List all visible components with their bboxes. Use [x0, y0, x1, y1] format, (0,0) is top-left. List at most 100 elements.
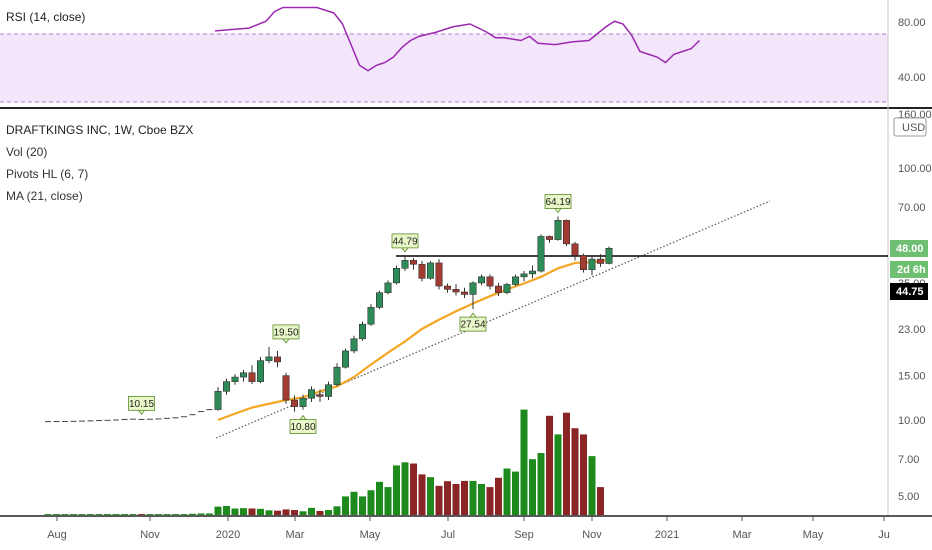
pivot-labels: 10.15 19.50 10.80 44.79 27.54 64.19	[128, 194, 572, 434]
candle-body	[358, 323, 366, 340]
candle-body	[282, 375, 290, 401]
candle-body	[223, 381, 231, 392]
volume-bar	[240, 508, 247, 515]
countdown-tag	[890, 261, 928, 278]
candle	[418, 260, 426, 282]
candle-body	[333, 366, 341, 386]
candle-body	[324, 384, 332, 397]
candle-body	[265, 356, 273, 361]
symbol-title[interactable]: DRAFTKINGS INC, 1W, Cboe BZX	[6, 123, 193, 137]
rsi-tick-low: 40.00	[898, 72, 926, 84]
volume-bar	[495, 477, 502, 515]
volume-bar	[554, 434, 562, 515]
candle-body	[477, 276, 485, 284]
volume-bar	[231, 508, 239, 515]
volume-bar	[291, 510, 298, 515]
volume-bar	[197, 513, 205, 515]
candle	[223, 378, 231, 395]
time-axis[interactable]: Aug Nov 2020 Mar May Jul Sep Nov 2021 Mar May Ju	[47, 516, 890, 541]
volume-bar	[61, 514, 69, 515]
pivot-value: 19.50	[273, 327, 298, 338]
candle	[426, 260, 434, 280]
candle	[469, 281, 477, 310]
candle	[375, 290, 383, 310]
volume-bar	[469, 480, 477, 515]
volume-bar	[163, 514, 171, 515]
volume-bar	[529, 459, 536, 515]
candle	[290, 395, 298, 412]
indicator-ma[interactable]: MA (21, close)	[6, 189, 83, 203]
volume-bar	[486, 487, 494, 515]
pivot-pointer	[282, 338, 290, 344]
volume-bars	[44, 409, 604, 515]
candle-body	[299, 397, 307, 407]
candle	[231, 374, 239, 385]
pivot-value: 10.80	[290, 422, 315, 433]
candle	[579, 253, 587, 273]
time-tick-label: Mar	[733, 529, 752, 541]
candle-body	[443, 285, 451, 290]
price-axis[interactable]: 160.00 USD 100.0070.0035.0023.0015.0010.…	[890, 109, 932, 503]
candle-body	[350, 338, 358, 352]
volume-bar	[401, 462, 409, 515]
candle	[214, 387, 222, 411]
candle-body	[401, 260, 409, 269]
rsi-title: RSI (14, close)	[6, 10, 85, 24]
countdown-text: 2d 6h	[897, 264, 926, 276]
candle-body	[452, 289, 460, 293]
pivot-label: 10.80	[289, 414, 317, 434]
pivot-value: 64.19	[545, 197, 570, 208]
volume-bar	[248, 508, 256, 515]
candle	[367, 304, 375, 327]
volume-bar	[418, 474, 426, 515]
candle	[409, 257, 417, 270]
last-price-text: 48.00	[896, 243, 924, 255]
pivot-label: 10.15	[128, 395, 155, 416]
volume-bar	[410, 463, 417, 515]
time-tick-label: Aug	[47, 529, 67, 541]
candle	[273, 350, 281, 368]
indicator-vol[interactable]: Vol (20)	[6, 145, 47, 159]
volume-bar	[299, 511, 307, 515]
volume-bar	[70, 514, 77, 515]
volume-bar	[393, 465, 400, 515]
candle	[537, 234, 545, 273]
candle-body	[469, 282, 477, 295]
currency-label: USD	[902, 122, 925, 134]
candle-body	[307, 389, 315, 399]
candle	[435, 259, 443, 290]
currency-box[interactable]	[893, 117, 927, 137]
volume-bar	[138, 514, 145, 515]
candle-body	[392, 267, 400, 284]
candle-body	[605, 248, 613, 264]
candle-body	[494, 285, 502, 294]
last-price-tag	[890, 240, 928, 257]
candle-body	[418, 263, 426, 279]
volume-bar	[257, 508, 264, 515]
volume-bar	[78, 514, 86, 515]
pivot-pointer	[469, 312, 477, 318]
volume-bar	[112, 514, 120, 515]
rsi-tick-high: 80.00	[898, 17, 926, 29]
volume-bar	[512, 471, 519, 515]
candle	[307, 386, 315, 402]
indicator-pivots[interactable]: Pivots HL (6, 7)	[6, 167, 88, 181]
price-tick-label: 70.00	[898, 202, 926, 214]
volume-bar	[444, 481, 451, 515]
candle-body	[435, 262, 443, 287]
candle	[511, 274, 519, 287]
candle-body	[240, 372, 248, 378]
volume-bar	[546, 415, 553, 515]
candle-body	[231, 376, 239, 382]
candle-body	[214, 390, 222, 410]
candle-body	[588, 258, 596, 270]
volume-bar	[520, 409, 528, 515]
volume-bar	[104, 514, 111, 515]
candle	[299, 394, 307, 410]
candle	[571, 241, 579, 261]
level-tag	[890, 283, 928, 300]
volume-bar	[563, 412, 570, 515]
pivot-label: 19.50	[272, 324, 300, 344]
volume-bar	[53, 514, 60, 515]
